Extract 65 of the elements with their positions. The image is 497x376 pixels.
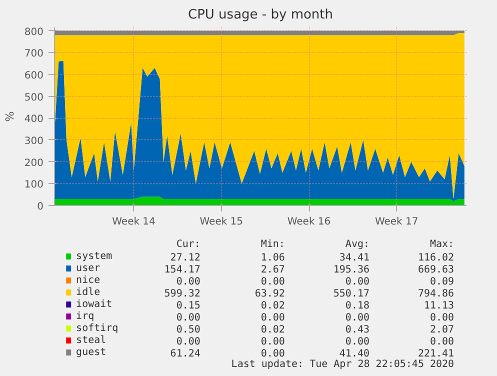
text: 0.00 — [176, 276, 200, 288]
x-tick-label: Week 14 — [112, 216, 156, 228]
text: Max: — [430, 239, 454, 250]
y-tick-label: 600 — [24, 70, 44, 82]
text: 0.43 — [345, 324, 370, 336]
text: Avg: — [345, 239, 370, 250]
y-tick-label: 800 — [24, 26, 44, 38]
y-tick-label: 200 — [24, 158, 44, 169]
text: 0.00 — [176, 312, 200, 324]
text: 221.41 — [418, 348, 454, 360]
y-tick-label: 400 — [24, 114, 44, 126]
legend-label: iowait — [76, 299, 112, 310]
text: 0.00 — [260, 276, 285, 288]
y-tick-label: 700 — [24, 48, 44, 60]
x-tick-label: Week 16 — [287, 216, 331, 228]
text: 599.32 — [164, 288, 200, 300]
legend-label: softirq — [76, 323, 118, 334]
text: 63.92 — [254, 288, 285, 300]
text: 41.40 — [339, 348, 370, 360]
text: 34.41 — [339, 252, 370, 264]
text: 195.36 — [333, 264, 370, 276]
text: 2.67 — [260, 264, 285, 276]
text: Last update: Tue Apr 28 22:05:45 2020 — [231, 359, 454, 370]
text: 2.07 — [430, 324, 454, 336]
text: 0.00 — [430, 312, 454, 324]
legend-label: steal — [76, 335, 106, 346]
legend-label: system — [76, 251, 112, 262]
x-tick-label: Week 17 — [374, 216, 418, 228]
text: 61.24 — [170, 348, 200, 360]
text: 0.50 — [176, 324, 200, 336]
y-tick-label: 0 — [37, 202, 44, 212]
legend-label: nice — [76, 275, 100, 286]
text: 116.02 — [418, 252, 454, 264]
text: 0.02 — [260, 324, 285, 336]
text: 0.09 — [430, 276, 454, 288]
text: 550.17 — [333, 288, 370, 300]
text: Min: — [260, 239, 285, 250]
text: Cur: — [176, 239, 200, 250]
text: 0.00 — [345, 276, 370, 288]
text: 0.00 — [176, 336, 200, 348]
text: 669.63 — [418, 264, 454, 276]
y-axis-title: % — [3, 111, 16, 122]
text: 154.17 — [164, 264, 200, 276]
text: 0.00 — [260, 312, 285, 324]
text: 0.00 — [260, 348, 285, 360]
chart-title: CPU usage - by month — [188, 8, 334, 22]
text: 0.00 — [260, 336, 285, 348]
text: 11.13 — [424, 300, 454, 312]
text: 0.00 — [345, 336, 370, 348]
legend-label: idle — [76, 287, 100, 298]
y-tick-label: 500 — [24, 92, 44, 104]
text: 0.02 — [260, 300, 285, 312]
text: 0.18 — [345, 300, 370, 312]
text: 794.86 — [418, 288, 454, 300]
y-tick-label: 300 — [24, 136, 44, 147]
legend-label: guest — [76, 347, 106, 358]
legend-label: user — [76, 263, 100, 274]
x-tick-label: Week 15 — [200, 216, 244, 228]
legend-label: irq — [76, 311, 94, 322]
text: 0.00 — [345, 312, 370, 324]
y-tick-label: 100 — [24, 180, 44, 191]
text: 0.15 — [176, 300, 200, 312]
text: 27.12 — [170, 252, 200, 264]
text: 0.00 — [430, 336, 454, 348]
text: 1.06 — [260, 252, 285, 264]
